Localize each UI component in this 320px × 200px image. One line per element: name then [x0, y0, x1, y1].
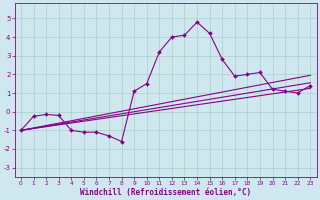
X-axis label: Windchill (Refroidissement éolien,°C): Windchill (Refroidissement éolien,°C): [80, 188, 251, 197]
